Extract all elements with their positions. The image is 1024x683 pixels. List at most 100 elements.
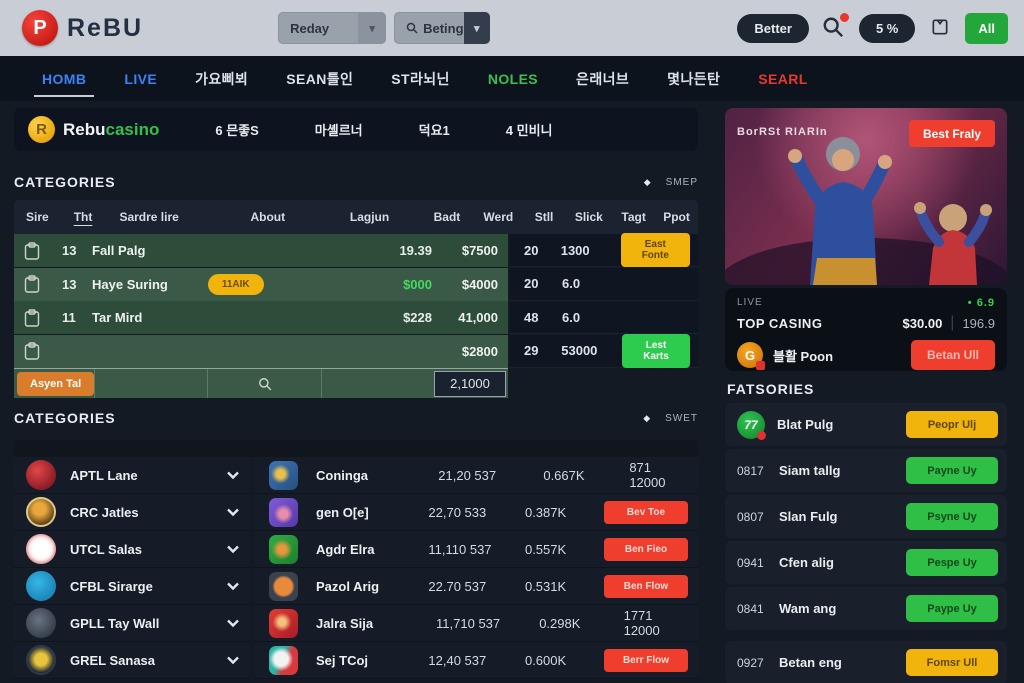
nav-item-5[interactable]: ST라뇌닌 [391,70,450,87]
bet-now-button[interactable]: Bev Toe [604,500,688,524]
sort-control[interactable]: ◆ SMEP [644,177,698,188]
search-icon [258,377,271,390]
nav-item-live[interactable]: LIVE [124,70,158,87]
favorite-item[interactable]: 0807 Slan Fulg Psyne Uy [725,495,1007,538]
game-logo [269,608,298,638]
footer-segment[interactable] [320,369,434,398]
team-list-item[interactable]: UTCL Salas [14,531,250,568]
chevron-down-icon[interactable] [226,468,240,482]
column-header[interactable]: Tagt [621,210,646,224]
chevron-down-icon[interactable] [226,653,240,667]
chevron-down-icon[interactable] [226,505,240,519]
promo-caption: BorRSt RIARIn [737,126,828,138]
favorite-action-button[interactable]: Psyne Uy [906,503,998,530]
row-stat-1: 48 [524,309,539,325]
bet-now-button[interactable]: Ben Fieo [604,537,688,561]
column-header[interactable]: Slick [574,210,603,224]
favorite-action-button[interactable]: Peopr Ulj [906,411,998,438]
nav-item-3[interactable]: 가요삐뵈 [195,70,249,87]
team-list-item[interactable]: CRC Jatles [14,494,250,531]
team-name: GPLL Tay Wall [70,615,160,631]
game-volume: 0.600K [524,652,567,668]
column-header[interactable]: About [250,210,286,224]
column-header[interactable]: Badt [433,210,461,224]
chevron-down-icon[interactable] [226,616,240,630]
teams-list: APTL Lane CRC Jatles UTCL Salas CFBL Sir… [14,457,250,679]
league-dropdown[interactable]: Reday ▾ [278,12,387,44]
betting-dropdown[interactable]: Beting ▾ [394,12,491,44]
game-list-item[interactable]: gen O[e] 22,70 533 0.387K Bev Toe [255,494,698,531]
favorites-list: 77 Blat Pulg Peopr Ulj 0817 Siam tallg P… [725,403,1007,683]
game-list-item[interactable]: Sej TCoj 12,40 537 0.600K Berr Flow [255,642,698,679]
footer-search-segment[interactable] [207,369,320,398]
subheader-item-4[interactable]: 4 민비니 [505,123,553,138]
nav-item-home[interactable]: HOMB [33,59,95,99]
game-list-item[interactable]: Agdr Elra 11,110 537 0.557K Ben Fieo [255,531,698,568]
nav-item-7[interactable]: 은래너브 [576,70,630,87]
subheader-item-3[interactable]: 덕요1 [418,123,450,138]
nav-item-8[interactable]: 몇나든탄 [667,70,721,87]
row-tag-pill[interactable]: 11AIK [207,273,264,295]
column-header[interactable]: Sire [25,210,49,224]
subheader-item-2[interactable]: 마셸르너 [314,123,363,138]
game-logo [269,571,298,601]
row-action-button[interactable]: Lest Karts [622,333,691,368]
top-bar: P ReBU Reday ▾ Beting ▾ Better 5 % All [0,0,1024,56]
favorite-item[interactable]: 0927 Betan eng Fomsr Ull [725,641,1007,683]
bet-now-button[interactable]: Berr Flow [604,648,688,672]
footer-segment[interactable] [94,369,207,398]
live-bet-button[interactable]: Betan Ull [910,340,995,370]
betslip-button[interactable] [928,16,952,40]
table-row[interactable]: 11 Tar Mird $228 41,000 48 6.0 [14,301,698,334]
subheader-item-1[interactable]: 6 믄좋S [215,123,259,138]
team-list-item[interactable]: GREL Sanasa [14,642,250,679]
favorite-action-button[interactable]: Paype Uy [906,595,998,622]
nav-item-noles[interactable]: NOLES [487,70,539,87]
search-button[interactable] [822,12,850,40]
table-row[interactable]: 13 Haye Suring 11AIK $000 $4000 20 6.0 [14,267,698,301]
favorite-name: Blat Pulg [777,417,834,432]
team-list-item[interactable]: CFBL Sirarge [14,568,250,605]
team-list-item[interactable]: GPLL Tay Wall [14,605,250,642]
promo-bet-button[interactable]: Best Fraly [908,120,995,147]
chevron-down-icon[interactable] [226,542,240,556]
promo-banner[interactable]: BorRSt RIARIn Best Fraly [725,108,1007,285]
live-label: LIVE [737,297,763,308]
stake-amount-box[interactable]: 2,1000 [434,370,506,397]
nav-item-searl[interactable]: SEARL [758,70,808,87]
nav-item-4[interactable]: SEAN틀인 [286,70,354,87]
team-list-item[interactable]: APTL Lane [14,457,250,494]
table-row[interactable]: $2800 29 53000 Lest Karts [14,333,698,368]
column-header[interactable]: Tht [73,210,93,224]
game-list-item[interactable]: Pazol Arig 22.70 537 0.531K Ben Flow [255,568,698,605]
favorite-time: 0841 [737,601,764,616]
column-header[interactable]: Ppot [663,210,690,224]
favorite-action-button[interactable]: Payne Uy [906,457,998,484]
favorite-action-button[interactable]: Fomsr Ull [906,649,998,676]
game-list-item[interactable]: Coninga 21,20 537 0.667K 871 12000 [255,457,698,494]
footer-action-button[interactable]: Asyen Tal [17,371,95,396]
column-header[interactable]: Sardre lire [119,210,179,224]
favorite-item[interactable]: 0841 Wam ang Paype Uy [725,587,1007,630]
column-header[interactable]: Lagjun [349,210,390,224]
favorite-item[interactable]: 0941 Cfen alig Pespe Uy [725,541,1007,584]
favorite-time: 0927 [737,655,764,670]
rebucasino-logo[interactable]: R Rebucasino [28,116,159,143]
bet-now-button[interactable]: Ben Flow [604,574,688,598]
sort-control[interactable]: ◆ SWET [643,413,698,424]
matches-title: CATEGORIES [14,410,116,426]
column-header[interactable]: Stll [534,210,554,224]
game-list-item[interactable]: Jalra Sija 11,710 537 0.298K 1771 12000 [255,605,698,642]
balance-pill[interactable]: 5 % [858,13,916,43]
favorite-item[interactable]: 0817 Siam tallg Payne Uy [725,449,1007,492]
favorite-action-button[interactable]: Pespe Uy [906,549,998,576]
better-button[interactable]: Better [737,13,809,43]
favorite-item[interactable]: 77 Blat Pulg Peopr Ulj [725,403,1007,446]
notification-badge [838,12,850,23]
chevron-down-icon[interactable] [226,579,240,593]
table-row[interactable]: 13 Fall Palg 19.39 $7500 20 1300 East Fo… [14,233,698,267]
all-button[interactable]: All [965,12,1008,44]
row-action-button[interactable]: East Fonte [620,233,690,267]
column-header[interactable]: Werd [483,210,514,224]
brand-logo[interactable]: P ReBU [22,10,143,46]
